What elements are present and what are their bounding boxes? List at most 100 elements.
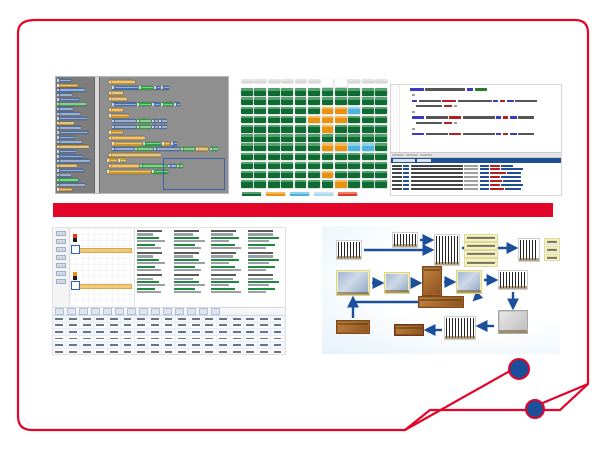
slot-cell-r7-c2[interactable] xyxy=(267,143,280,151)
slot-cell-r7-c0[interactable] xyxy=(241,143,253,151)
block-7-0[interactable] xyxy=(109,130,124,135)
slot-cell-r1-c9[interactable] xyxy=(361,88,374,96)
block-15-0[interactable] xyxy=(111,85,138,90)
table-cell-r1-c14[interactable] xyxy=(244,322,258,329)
slot-cell-r4-c7[interactable] xyxy=(334,115,347,124)
console-tab-strip[interactable] xyxy=(391,153,561,158)
slot-cell-r10-c4[interactable] xyxy=(294,170,307,179)
table-toolbar-button-7[interactable] xyxy=(139,308,148,315)
blocks-row-0[interactable] xyxy=(106,169,226,174)
table-cell-r5-c13[interactable] xyxy=(230,348,244,354)
console-log-row-2[interactable] xyxy=(392,172,561,175)
table-cell-r2-c8[interactable] xyxy=(162,329,176,335)
slot-cell-r6-c2[interactable] xyxy=(267,134,280,142)
block-6-0[interactable] xyxy=(109,135,146,140)
plc-tool-chip-3[interactable] xyxy=(56,255,66,260)
slot-cell-r11-c2[interactable] xyxy=(267,180,280,188)
slot-cell-r5-c4[interactable] xyxy=(294,124,307,133)
slot-cell-r0-c1[interactable] xyxy=(254,79,267,83)
slot-cell-r3-c8[interactable] xyxy=(348,106,361,115)
slot-cell-r0-c10[interactable] xyxy=(375,79,387,83)
console-log-row-5[interactable] xyxy=(392,184,561,187)
slot-cell-r5-c2[interactable] xyxy=(267,124,280,133)
table-cell-r0-c11[interactable] xyxy=(203,316,217,322)
slot-cell-r9-c10[interactable] xyxy=(375,161,387,170)
slot-cell-r2-c7[interactable] xyxy=(334,97,347,105)
block-5-2[interactable] xyxy=(161,141,170,146)
console-log-row-0[interactable] xyxy=(392,164,561,167)
table-cell-r4-c8[interactable] xyxy=(162,342,176,348)
block-8-1[interactable] xyxy=(136,124,151,129)
blocks-row-6[interactable] xyxy=(109,135,226,140)
slot-cell-r11-c7[interactable] xyxy=(334,180,347,188)
console-panel[interactable] xyxy=(391,152,561,195)
table-cell-r3-c16[interactable] xyxy=(271,335,285,342)
table-cell-r0-c13[interactable] xyxy=(230,316,244,322)
table-cell-r1-c11[interactable] xyxy=(203,322,217,329)
table-toolbar-button-0[interactable] xyxy=(55,308,64,315)
slot-cell-r10-c8[interactable] xyxy=(348,170,361,179)
palette-block-16[interactable] xyxy=(57,154,83,158)
table-cell-r5-c14[interactable] xyxy=(244,348,258,354)
table-cell-r5-c9[interactable] xyxy=(176,348,190,354)
block-5-3[interactable] xyxy=(171,141,178,146)
slot-cell-r7-c5[interactable] xyxy=(308,143,320,151)
slot-cell-r6-c5[interactable] xyxy=(308,134,320,142)
table-cell-r2-c9[interactable] xyxy=(176,329,190,335)
slot-cell-r9-c9[interactable] xyxy=(361,161,374,170)
slot-cell-r9-c0[interactable] xyxy=(241,161,253,170)
slot-cell-r4-c8[interactable] xyxy=(348,115,361,124)
table-toolbar-button-12[interactable] xyxy=(199,308,208,315)
table-cell-r1-c6[interactable] xyxy=(135,322,149,329)
unloading-node[interactable] xyxy=(384,272,410,294)
slot-cell-r5-c7[interactable] xyxy=(334,124,347,133)
table-cell-r1-c13[interactable] xyxy=(230,322,244,329)
slot-cell-r0-c6[interactable] xyxy=(322,79,334,87)
table-cell-r0-c15[interactable] xyxy=(258,316,272,322)
slot-cell-r4-c5[interactable] xyxy=(308,115,320,124)
slot-cell-r2-c5[interactable] xyxy=(308,97,320,105)
palette-block-22[interactable] xyxy=(57,183,85,187)
table-cell-r2-c11[interactable] xyxy=(203,329,217,335)
slot-cell-r8-c2[interactable] xyxy=(267,152,280,161)
table-cell-r5-c7[interactable] xyxy=(148,348,163,354)
blocks-row-4[interactable] xyxy=(111,147,226,152)
blocks-palette-scrollbar[interactable] xyxy=(94,77,100,193)
table-cell-r4-c16[interactable] xyxy=(271,342,285,348)
slot-cell-r9-c3[interactable] xyxy=(281,161,294,170)
table-cell-r5-c4[interactable] xyxy=(108,348,122,354)
slot-cell-r9-c6[interactable] xyxy=(321,161,334,170)
slot-cell-r6-c7[interactable] xyxy=(334,134,347,142)
slot-cell-r11-c10[interactable] xyxy=(375,180,387,188)
inventory-data-table[interactable] xyxy=(53,307,285,354)
table-cell-r2-c1[interactable] xyxy=(67,329,81,335)
table-cell-r4-c15[interactable] xyxy=(258,342,272,348)
slot-cell-r2-c3[interactable] xyxy=(281,97,294,105)
table-cell-r4-c1[interactable] xyxy=(67,342,81,348)
slot-cell-r3-c4[interactable] xyxy=(294,106,307,115)
block-12-2[interactable] xyxy=(151,102,160,107)
table-cell-r3-c13[interactable] xyxy=(230,335,244,342)
slot-cell-r8-c7[interactable] xyxy=(334,152,347,161)
table-cell-r0-c1[interactable] xyxy=(67,316,81,322)
block-2-0[interactable] xyxy=(106,158,117,163)
table-cell-r2-c0[interactable] xyxy=(53,329,67,335)
palette-block-11[interactable] xyxy=(57,131,88,135)
block-8-0[interactable] xyxy=(111,124,136,129)
block-5-0[interactable] xyxy=(111,141,142,146)
table-cell-r3-c4[interactable] xyxy=(108,335,122,342)
table-cell-r0-c3[interactable] xyxy=(94,316,108,322)
slot-cell-r8-c8[interactable] xyxy=(348,152,361,161)
block-15-2[interactable] xyxy=(153,85,160,90)
slot-cell-r8-c6[interactable] xyxy=(321,152,334,161)
table-cell-r3-c1[interactable] xyxy=(67,335,81,342)
block-3-0[interactable] xyxy=(109,152,162,157)
slot-cell-r1-c4[interactable] xyxy=(294,88,307,96)
slot-cell-r6-c0[interactable] xyxy=(241,134,253,142)
slot-cell-r10-c0[interactable] xyxy=(241,170,253,179)
table-toolbar-button-1[interactable] xyxy=(67,308,76,315)
slot-cell-r1-c10[interactable] xyxy=(375,88,387,96)
table-cell-r5-c5[interactable] xyxy=(121,348,135,354)
slot-cell-r1-c6[interactable] xyxy=(321,88,334,96)
palette-block-15[interactable] xyxy=(57,150,76,154)
